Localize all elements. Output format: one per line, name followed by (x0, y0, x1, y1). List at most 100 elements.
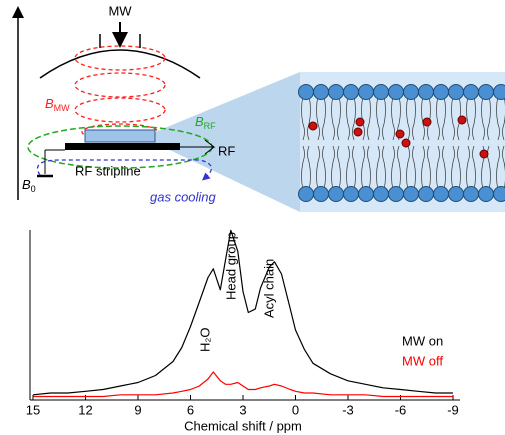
x-tick-label: 6 (187, 402, 194, 417)
spectrum-line (33, 371, 453, 398)
lipid-tail (391, 145, 395, 191)
head-group (493, 84, 505, 100)
lipid-tail (421, 145, 425, 191)
head-group (433, 84, 449, 100)
lipid-tail (322, 95, 326, 141)
lipid-tail (502, 95, 505, 141)
lipid-tail (487, 145, 491, 191)
b0-label: B0 (22, 177, 36, 194)
lipid-tail (346, 95, 350, 141)
lipid-tail (322, 145, 326, 191)
rf-label: RF (218, 143, 235, 158)
sample (84, 129, 156, 143)
lipid-tail (442, 95, 446, 141)
lipid-tail (337, 145, 341, 191)
lipid-tail (397, 145, 401, 191)
lipid-tail (427, 145, 431, 191)
lipid-tail (316, 95, 320, 141)
lipid-tail (406, 145, 410, 191)
head-group (388, 186, 404, 202)
lipid-tail (496, 145, 500, 191)
head-group (418, 84, 434, 100)
radical (355, 117, 365, 127)
radical (353, 127, 363, 137)
lipid-tail (472, 145, 476, 191)
x-axis-label: Chemical shift / ppm (184, 418, 302, 433)
radical (395, 129, 405, 139)
radical (401, 138, 411, 148)
lipid-tail (487, 95, 491, 141)
lipid-tail (466, 145, 470, 191)
lipid-tail (376, 145, 380, 191)
x-tick-label: 15 (26, 402, 40, 417)
radical (457, 115, 467, 125)
lipid-tail (472, 95, 476, 141)
spectrum-line (32, 229, 453, 396)
x-tick-label: -6 (395, 402, 407, 417)
head-group (463, 186, 479, 202)
lipid-tail (382, 145, 386, 191)
membrane (298, 84, 505, 202)
lipid-tail (352, 145, 356, 191)
lipid-tail (412, 95, 416, 141)
lipid-tail (361, 145, 365, 191)
head-group (358, 84, 374, 100)
legend-entry: MW on (402, 333, 443, 348)
lipid-tail (466, 95, 470, 141)
head-group (343, 84, 359, 100)
peak-annotation: H₂O (197, 327, 212, 352)
lipid-tail (367, 145, 371, 191)
lipid-tail (442, 145, 446, 191)
x-tick-label: 3 (239, 402, 246, 417)
lipid-tail (436, 145, 440, 191)
lipid-tail (436, 95, 440, 141)
resonator (39, 49, 201, 79)
lipid-tail (451, 145, 455, 191)
lipid-tail (376, 95, 380, 141)
lipid-tail (382, 95, 386, 141)
radical (479, 149, 489, 159)
head-group (343, 186, 359, 202)
gas-flow (36, 159, 212, 181)
radical (308, 121, 318, 131)
head-group (328, 186, 344, 202)
mw-label: MW (108, 3, 132, 18)
lipid-tail (391, 95, 395, 141)
lipid-tail (301, 145, 305, 191)
head-group (403, 186, 419, 202)
lipid-tail (352, 95, 356, 141)
lipid-tail (457, 145, 461, 191)
head-group (478, 186, 494, 202)
lipid-tail (451, 95, 455, 141)
head-group (298, 84, 314, 100)
radical (422, 117, 432, 127)
legend-entry: MW off (402, 353, 443, 368)
lipid-tail (502, 145, 505, 191)
gas-cooling-label: gas cooling (150, 189, 217, 204)
zoom-cone (155, 72, 300, 212)
head-group (493, 186, 505, 202)
x-tick-label: 0 (292, 402, 299, 417)
head-group (313, 84, 329, 100)
rf-lead (180, 139, 216, 155)
lipid-tail (412, 145, 416, 191)
head-group (403, 84, 419, 100)
stripline-label: RF stripline (75, 163, 141, 178)
lipid-tail (481, 95, 485, 141)
spectrum-chart: 15 12 9 6 3 0 -3 -6 -9 Chemical shift / ppm MW on M… (26, 229, 460, 433)
head-group (328, 84, 344, 100)
lipid-tail (346, 145, 350, 191)
lipid-tail (331, 95, 335, 141)
head-group (388, 84, 404, 100)
lipid-tail (496, 95, 500, 141)
x-tick-label: -9 (447, 402, 459, 417)
head-group (433, 186, 449, 202)
x-tick-label: -3 (342, 402, 354, 417)
head-group (358, 186, 374, 202)
b-rf-label: BRF (195, 114, 216, 131)
head-group (448, 84, 464, 100)
head-group (373, 84, 389, 100)
stripline (65, 143, 180, 150)
head-group (373, 186, 389, 202)
